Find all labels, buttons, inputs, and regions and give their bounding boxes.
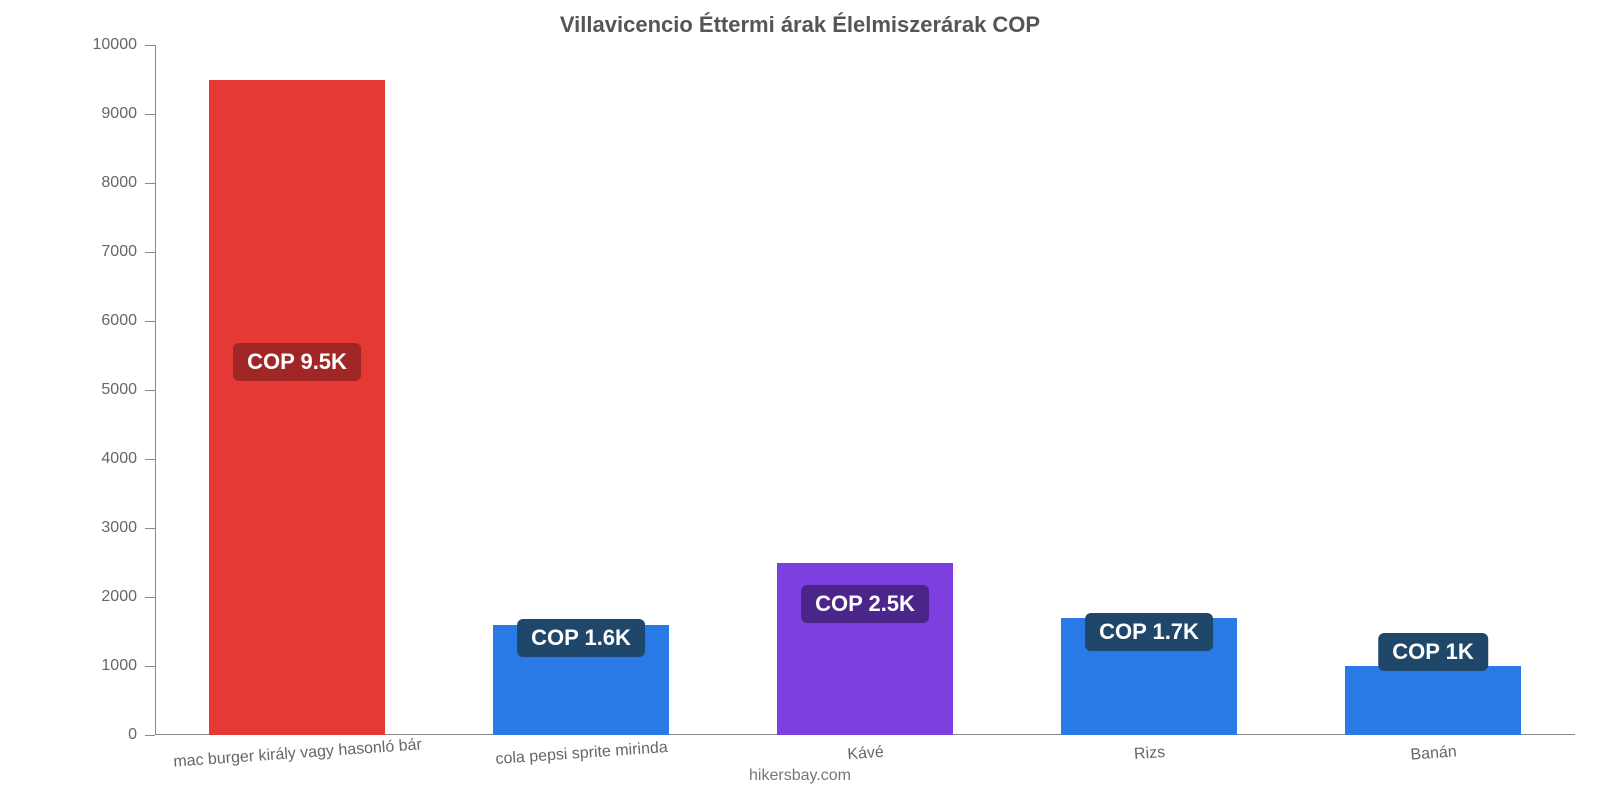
chart-title: Villavicencio Éttermi árak Élelmiszerára… — [0, 12, 1600, 38]
y-tick-label: 5000 — [101, 381, 137, 399]
x-tick-label: Banán — [1410, 743, 1457, 764]
y-tick-label: 3000 — [101, 519, 137, 537]
bar-value-label: COP 1.7K — [1085, 613, 1213, 651]
y-axis-line — [155, 45, 156, 735]
bar — [209, 80, 385, 736]
chart-footer: hikersbay.com — [0, 767, 1600, 785]
x-tick-label: Kávé — [847, 744, 885, 765]
x-tick-label: Rizs — [1133, 744, 1165, 764]
y-tick-label: 2000 — [101, 588, 137, 606]
y-tick-label: 0 — [128, 726, 137, 744]
y-tick-label: 1000 — [101, 657, 137, 675]
bar-value-label: COP 2.5K — [801, 585, 929, 623]
y-tick-label: 10000 — [93, 36, 138, 54]
plot-area: COP 9.5K COP 1.6K COP 2.5K COP 1.7K COP 1K — [155, 45, 1575, 735]
y-tick — [145, 252, 155, 253]
y-tick-label: 7000 — [101, 243, 137, 261]
y-tick-label: 4000 — [101, 450, 137, 468]
bar-value-label: COP 1K — [1378, 633, 1488, 671]
y-tick — [145, 45, 155, 46]
y-tick-label: 8000 — [101, 174, 137, 192]
y-tick — [145, 390, 155, 391]
y-tick — [145, 528, 155, 529]
y-tick — [145, 666, 155, 667]
y-tick — [145, 114, 155, 115]
y-tick-label: 6000 — [101, 312, 137, 330]
bar-value-label: COP 1.6K — [517, 619, 645, 657]
y-tick — [145, 735, 155, 736]
x-tick-label: cola pepsi sprite mirinda — [495, 739, 668, 769]
y-tick — [145, 183, 155, 184]
bar — [1345, 666, 1521, 735]
y-tick — [145, 321, 155, 322]
y-tick — [145, 597, 155, 598]
bar-value-label: COP 9.5K — [233, 343, 361, 381]
y-tick — [145, 459, 155, 460]
y-tick-label: 9000 — [101, 105, 137, 123]
